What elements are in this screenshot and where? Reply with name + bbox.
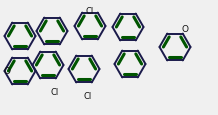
Text: O: O xyxy=(182,25,189,34)
Text: O: O xyxy=(3,67,10,76)
Text: Cl: Cl xyxy=(86,7,94,16)
Text: Cl: Cl xyxy=(51,88,59,97)
Text: Cl: Cl xyxy=(84,92,92,101)
